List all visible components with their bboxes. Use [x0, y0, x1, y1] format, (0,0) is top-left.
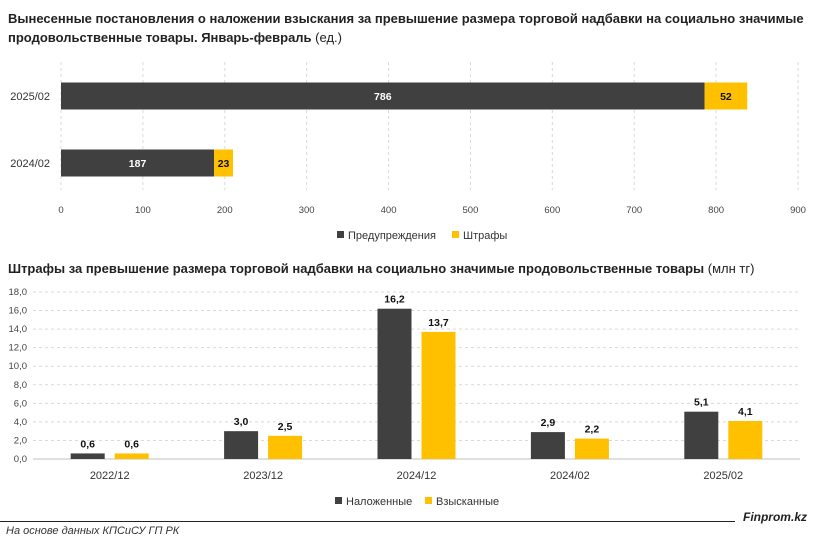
chart1-legend-label: Штрафы: [463, 230, 507, 242]
chart1-data-label: 187: [129, 158, 147, 170]
chart2-bar-imposed: [378, 309, 412, 459]
chart2-legend-swatch: [335, 497, 342, 504]
charts-canvas: 0 100 200 300 400 500 600 700 800 900 2025/02 786 52…: [0, 0, 815, 545]
chart1-x-tick-label: 300: [299, 205, 315, 216]
chart2-y-tick-label: 16,0: [9, 306, 28, 317]
chart2-data-label: 2,2: [585, 424, 600, 436]
chart2-category-label: 2022/12: [90, 470, 130, 482]
chart1-legend-swatch: [337, 231, 344, 238]
chart2-data-label: 4,1: [738, 406, 753, 418]
chart2-y-tick-label: 0,0: [14, 454, 27, 465]
chart2-category-label: 2023/12: [243, 470, 283, 482]
chart2-data-label: 16,2: [384, 294, 405, 306]
chart2-bar-collected: [728, 421, 762, 459]
chart2-legend-label: Наложенные: [346, 496, 412, 508]
chart2-bar-collected: [422, 332, 456, 459]
chart2-category-label: 2024/02: [550, 470, 590, 482]
chart1-category-label: 2025/02: [10, 91, 50, 103]
chart2-bar-imposed: [224, 431, 258, 459]
chart2-data-label: 3,0: [234, 416, 249, 428]
chart1-x-tick-label: 200: [217, 205, 233, 216]
chart2-legend-label: Взысканные: [436, 496, 499, 508]
chart1-category-label: 2024/02: [10, 158, 50, 170]
chart2-bar-imposed: [71, 453, 105, 459]
chart2-bar-collected: [575, 439, 609, 459]
chart1-data-label: 23: [218, 158, 230, 170]
chart1-x-tick-label: 400: [381, 205, 397, 216]
chart2-y-tick-label: 4,0: [14, 417, 27, 428]
chart1-data-label: 52: [720, 91, 732, 103]
chart2-y-tick-label: 6,0: [14, 398, 27, 409]
chart1-x-tick-label: 100: [135, 205, 151, 216]
chart2-y-tick-label: 2,0: [14, 435, 27, 446]
chart2-legend-swatch: [425, 497, 432, 504]
chart2-bar-imposed: [531, 432, 565, 459]
chart2-bar-collected: [268, 436, 302, 459]
chart2-data-label: 0,6: [124, 438, 139, 450]
chart1-x-tick-label: 800: [708, 205, 724, 216]
chart1-x-tick-label: 600: [544, 205, 560, 216]
chart2-bar-imposed: [684, 412, 718, 459]
chart2-bar-collected: [115, 453, 149, 459]
chart1-data-label: 786: [374, 91, 392, 103]
chart1-x-tick-label: 700: [626, 205, 642, 216]
chart1-x-tick-label: 900: [790, 205, 806, 216]
chart2-data-label: 13,7: [428, 317, 449, 329]
chart2-category-label: 2025/02: [703, 470, 743, 482]
chart1-x-tick-label: 0: [58, 205, 63, 216]
chart2-data-label: 2,9: [541, 417, 556, 429]
chart2-data-label: 0,6: [80, 438, 95, 450]
chart2-y-tick-label: 8,0: [14, 380, 27, 391]
footer-divider: [0, 521, 735, 522]
chart1-legend-label: Предупреждения: [348, 230, 436, 242]
footer-source: На основе данных КПСиСУ ГП РК: [6, 525, 179, 537]
chart2-y-tick-label: 14,0: [9, 324, 28, 335]
chart2-data-label: 2,5: [278, 421, 293, 433]
chart1-x-tick-label: 500: [463, 205, 479, 216]
footer-brand: Finprom.kz: [743, 510, 807, 524]
chart1-legend-swatch: [452, 231, 459, 238]
chart2-y-tick-label: 12,0: [9, 343, 28, 354]
chart2-data-label: 5,1: [694, 397, 709, 409]
chart2-y-tick-label: 10,0: [9, 361, 28, 372]
chart2-y-tick-label: 18,0: [9, 287, 28, 298]
chart2-category-label: 2024/12: [397, 470, 437, 482]
